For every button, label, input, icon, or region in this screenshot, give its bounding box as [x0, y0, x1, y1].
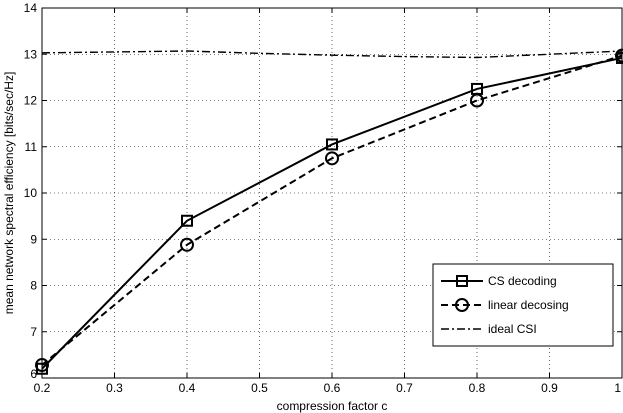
- data-point: [180, 237, 194, 252]
- data-point: [470, 93, 484, 108]
- y-tick-label: 12: [24, 94, 38, 108]
- series-linear-decosing: [35, 48, 623, 373]
- series-line: [41, 50, 623, 59]
- legend-label: CS decoding: [488, 274, 557, 288]
- y-tick-label: 13: [24, 47, 38, 61]
- series-ideal-csi: [41, 50, 623, 59]
- legend-entry: ideal CSI: [441, 322, 537, 336]
- series-line: [41, 54, 623, 366]
- legend-label: linear decosing: [488, 298, 569, 312]
- data-point: [181, 214, 193, 227]
- series-line: [41, 56, 623, 370]
- x-axis-title: compression factor c: [277, 399, 388, 413]
- y-tick-label: 14: [24, 1, 38, 15]
- legend-entry: linear decosing: [441, 298, 569, 312]
- x-tick-label: 0.5: [251, 381, 268, 395]
- data-point: [325, 151, 339, 166]
- data-point: [326, 138, 338, 151]
- legend-marker: [455, 298, 469, 312]
- series-cs-decoding: [36, 51, 623, 375]
- legend: CS decoding linear decosing ideal CSI: [432, 263, 614, 347]
- y-tick-label: 6: [30, 367, 37, 381]
- x-tick-label: 0.4: [179, 381, 196, 395]
- x-tick-label: 0.6: [324, 381, 341, 395]
- axes: 0.2 0.3 0.4 0.5 0.6 0.7 0.8 0.9 1 6 7 8 9 10 11 12 13 14: [24, 1, 623, 395]
- series-group: [35, 48, 623, 375]
- data-point: [615, 48, 623, 63]
- y-tick-label: 8: [30, 279, 37, 293]
- x-tick-label: 0.9: [541, 381, 558, 395]
- x-tick-label: 0.3: [106, 381, 123, 395]
- legend-entry: CS decoding: [441, 274, 557, 288]
- legend-label: ideal CSI: [488, 322, 537, 336]
- y-tick-label: 7: [30, 325, 37, 339]
- y-tick-label: 10: [24, 186, 38, 200]
- legend-marker: [456, 275, 468, 287]
- x-tick-label: 0.2: [34, 381, 51, 395]
- y-tick-label: 9: [30, 232, 37, 246]
- y-axis-title: mean network spectral efficiency [bits/s…: [2, 72, 16, 315]
- x-tick-label: 0.7: [396, 381, 413, 395]
- y-tick-label: 11: [25, 140, 38, 154]
- x-tick-label: 1: [614, 381, 621, 395]
- data-point: [35, 358, 49, 373]
- x-tick-label: 0.8: [469, 381, 486, 395]
